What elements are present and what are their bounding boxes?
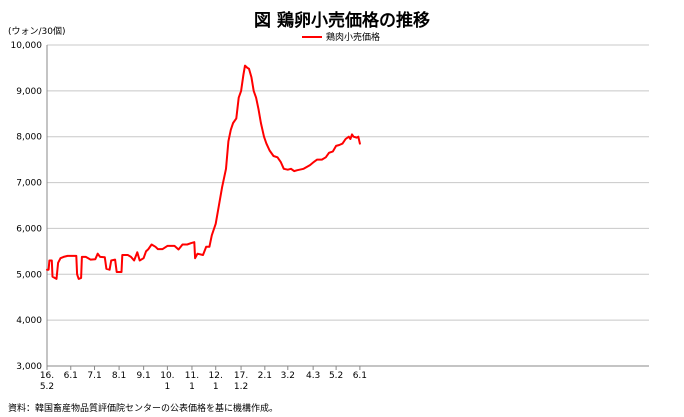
y-tick-label: 5,000 <box>16 270 42 280</box>
x-tick-label: 10. <box>160 371 174 381</box>
y-tick-label: 10,000 <box>11 41 43 51</box>
x-tick-label-line2: 1 <box>213 382 219 392</box>
y-tick-label: 4,000 <box>16 316 42 326</box>
x-tick-label-line2: 1 <box>189 382 195 392</box>
legend-swatch <box>302 35 322 38</box>
x-tick-label: 6.1 <box>353 371 367 381</box>
x-tick-label: 16. <box>40 371 54 381</box>
legend-label: 鶏肉小売価格 <box>326 33 381 43</box>
x-tick-label: 7.1 <box>87 371 101 381</box>
x-tick-label: 3.2 <box>281 371 295 381</box>
source-note: 資料：韓国畜産物品質評価院センターの公表価格を基に機構作成。 <box>8 404 279 414</box>
y-axis-unit-label: (ウォン/30個) <box>8 27 66 37</box>
x-tick-label: 8.1 <box>112 371 126 381</box>
x-tick-label: 6.1 <box>64 371 78 381</box>
series-line <box>46 64 361 280</box>
x-tick-label: 17. <box>234 371 248 381</box>
y-tick-label: 6,000 <box>16 224 42 234</box>
y-tick-label: 9,000 <box>16 87 42 97</box>
y-tick-label: 3,000 <box>16 362 42 372</box>
chart-title: 図 鶏卵小売価格の推移 <box>254 11 430 31</box>
x-tick-label: 12. <box>209 371 223 381</box>
y-tick-label: 7,000 <box>16 179 42 189</box>
x-tick-label: 11. <box>185 371 199 381</box>
x-tick-label-line2: 5.2 <box>40 382 54 392</box>
x-tick-label-line2: 1.2 <box>234 382 248 392</box>
x-tick-label: 4.3 <box>306 371 320 381</box>
y-tick-label: 8,000 <box>16 133 42 143</box>
x-tick-label: 2.1 <box>258 371 272 381</box>
x-tick-label-line2: 1 <box>165 382 171 392</box>
x-tick-label: 9.1 <box>136 371 150 381</box>
x-tick-label: 5.2 <box>329 371 343 381</box>
legend: 鶏肉小売価格 <box>302 30 380 43</box>
